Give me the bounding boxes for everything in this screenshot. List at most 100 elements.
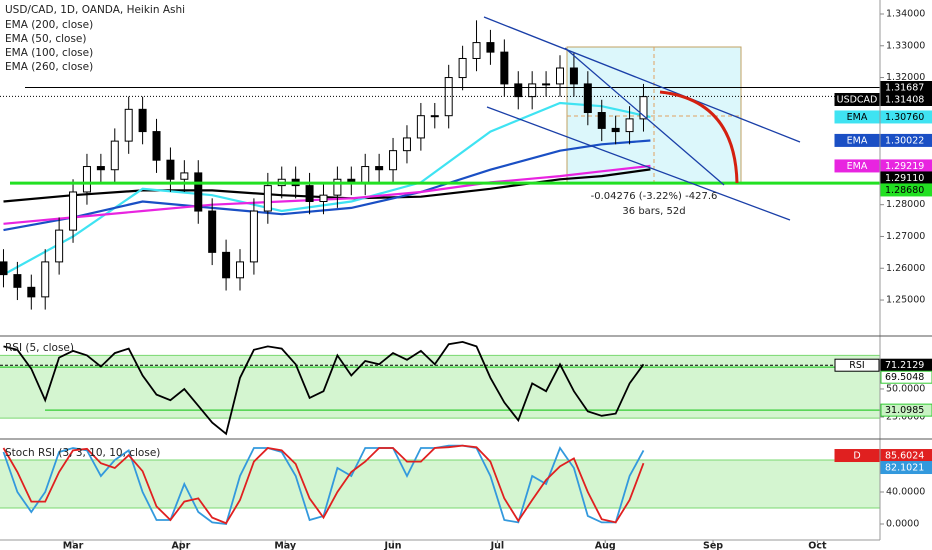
- x-tick-label: Mar: [63, 541, 84, 550]
- price-tag-label: 71.2129: [885, 360, 924, 371]
- candle-body: [82, 166, 91, 193]
- price-tag-label: 1.31408: [885, 95, 924, 106]
- y-tick-label: 50.0000: [886, 383, 925, 394]
- candle-body: [361, 166, 370, 183]
- candle-body: [236, 261, 244, 279]
- indicator-line: [2, 444, 645, 525]
- candle-body: [222, 251, 231, 279]
- price-tag-label: 85.6024: [885, 451, 924, 462]
- y-tick-label: 0.0000: [886, 519, 919, 530]
- x-tick-label: Jun: [384, 541, 402, 550]
- candle-body: [500, 51, 509, 85]
- candle-body: [13, 274, 22, 288]
- candle-body: [528, 83, 537, 98]
- candle-body: [96, 166, 105, 171]
- ema-line: [3, 139, 651, 232]
- stoch-title: Stoch RSI (3, 3, 10, 10, close): [5, 447, 160, 459]
- band: [0, 355, 880, 419]
- candle-body: [430, 115, 439, 118]
- x-tick-label: Oct: [808, 541, 827, 550]
- tag-name: EMA: [847, 135, 868, 146]
- y-tick-label: 40.0000: [886, 487, 925, 498]
- range-bars: 36 bars, 52d: [622, 206, 685, 217]
- tag-name-box: [834, 93, 880, 107]
- candle-body: [41, 261, 50, 298]
- x-tick-label: Aug: [595, 541, 616, 550]
- tag-name: RSI: [849, 360, 864, 371]
- drawings-over: -0.04276 (-3.22%) -427.6 36 bars, 52d US…: [5, 4, 801, 459]
- candle-body: [0, 261, 8, 276]
- candle-body: [639, 96, 648, 120]
- y-tick-label: 1.32000: [886, 72, 925, 83]
- candle-body: [333, 178, 342, 196]
- price-tag: [880, 93, 932, 107]
- range-measure: -0.04276 (-3.22%) -427.6: [591, 191, 718, 202]
- candle-body: [556, 67, 564, 85]
- y-tick-label: 1.26000: [886, 263, 925, 274]
- candle-body: [597, 112, 606, 129]
- x-tick-label: Apr: [171, 541, 190, 550]
- rsi-title: RSI (5, close): [5, 342, 74, 354]
- candle-body: [486, 42, 495, 53]
- y-tick-label: 1.34000: [886, 8, 925, 19]
- y-tick-label: 1.28000: [886, 199, 925, 210]
- price-tag-label: 1.29219: [885, 161, 924, 172]
- candle-body: [55, 229, 64, 263]
- candle-body: [305, 185, 314, 203]
- ema-line: [2, 101, 651, 276]
- legend-entry: EMA (260, close): [5, 61, 93, 73]
- candle-body: [208, 210, 217, 253]
- tag-name-box: [834, 358, 880, 372]
- candle-body: [389, 150, 398, 171]
- candle-body: [194, 172, 203, 212]
- price-tag: [880, 370, 932, 384]
- tag-name-box: [834, 159, 880, 173]
- ema-line: [3, 164, 651, 225]
- tag-name-box: [834, 110, 880, 124]
- candle-body: [444, 77, 453, 117]
- price-tag-label: 1.30760: [885, 112, 924, 123]
- price-tag: [880, 183, 932, 197]
- candle-body: [583, 83, 592, 114]
- legend-entry: EMA (50, close): [5, 33, 87, 45]
- projection-curve: [659, 90, 739, 184]
- candle-body: [472, 42, 481, 59]
- price-tag: [880, 461, 932, 475]
- tag-name-box: [834, 449, 880, 463]
- candle-body: [27, 286, 36, 298]
- candle-body: [569, 67, 578, 85]
- candle-body: [542, 83, 551, 86]
- price-tag-label: 1.29110: [885, 173, 924, 184]
- price-tag: [880, 110, 932, 124]
- candle-body: [152, 131, 161, 161]
- y-tick-label: 1.25000: [886, 295, 925, 306]
- tag-name-box: [834, 133, 880, 147]
- price-tag-label: 1.30022: [885, 135, 924, 146]
- candle-body: [416, 115, 425, 139]
- y-tick-label: 1.33000: [886, 40, 925, 51]
- candle-body: [166, 159, 175, 180]
- channel-line: [486, 106, 791, 221]
- candle-body: [124, 108, 133, 142]
- channel-line: [483, 16, 801, 143]
- candle-body: [402, 137, 411, 152]
- price-tag-label: 1.28680: [885, 185, 924, 196]
- tag-name: EMA: [847, 161, 868, 172]
- price-tag: [880, 133, 932, 147]
- price-tag-label: 69.5048: [885, 372, 924, 383]
- indicator-line: [3, 340, 645, 436]
- candle-body: [319, 194, 328, 203]
- candle-body: [249, 210, 258, 263]
- candle-body: [263, 185, 272, 212]
- price-tag-label: 82.1021: [885, 463, 924, 474]
- legend-entry: EMA (100, close): [5, 47, 93, 59]
- candle-body: [69, 191, 78, 231]
- price-tag: [880, 403, 932, 417]
- chart-title: USD/CAD, 1D, OANDA, Heikin Ashi: [5, 4, 185, 16]
- tag-name: USDCAD: [837, 95, 878, 106]
- candle-body: [138, 108, 147, 133]
- price-tag-label: 31.0985: [885, 405, 924, 416]
- candle-body: [514, 83, 523, 98]
